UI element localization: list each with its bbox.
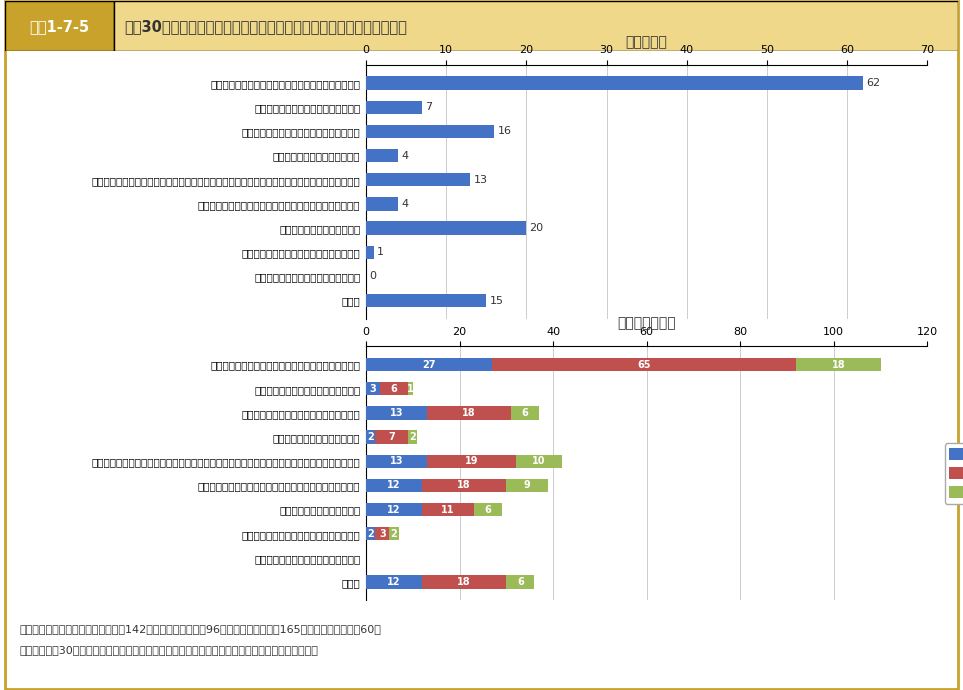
Text: 11: 11 <box>441 504 455 515</box>
Bar <box>408 431 417 444</box>
Text: 2: 2 <box>367 432 374 442</box>
Text: 7: 7 <box>426 102 432 112</box>
Bar <box>422 575 507 589</box>
Bar <box>507 479 548 492</box>
Text: 6: 6 <box>391 384 398 394</box>
Bar <box>366 503 422 516</box>
Text: 12: 12 <box>387 504 401 515</box>
Bar <box>366 382 380 395</box>
Text: 2: 2 <box>409 432 416 442</box>
FancyBboxPatch shape <box>115 1 958 51</box>
Bar <box>376 431 408 444</box>
Bar <box>422 479 507 492</box>
Legend: 岡山県, 広島県, 愛媛県: 岡山県, 広島県, 愛媛県 <box>945 443 963 504</box>
Bar <box>366 479 422 492</box>
Text: 6: 6 <box>522 408 529 418</box>
Text: 4: 4 <box>402 199 408 209</box>
Text: 12: 12 <box>387 480 401 491</box>
Text: 1: 1 <box>377 247 384 257</box>
Bar <box>366 406 427 420</box>
Bar <box>366 77 863 90</box>
Bar <box>492 358 796 371</box>
Text: 13: 13 <box>390 408 403 418</box>
Bar <box>366 125 494 138</box>
Text: 平成30年度に発生した自然災害で間接的に受けた被害（複数回答可）: 平成30年度に発生した自然災害で間接的に受けた被害（複数回答可） <box>124 19 406 34</box>
Text: 9: 9 <box>524 480 531 491</box>
Bar <box>408 382 413 395</box>
Bar <box>511 406 539 420</box>
Text: 12: 12 <box>387 577 401 587</box>
Bar <box>366 294 486 307</box>
Text: 16: 16 <box>498 126 511 137</box>
Text: 27: 27 <box>423 359 436 370</box>
Bar <box>366 431 376 444</box>
Bar <box>366 197 398 210</box>
Text: 1: 1 <box>407 384 414 394</box>
Bar <box>366 246 374 259</box>
Text: 10: 10 <box>533 456 546 466</box>
Text: 13: 13 <box>474 175 487 185</box>
Text: 3: 3 <box>370 384 377 394</box>
Bar <box>796 358 880 371</box>
Text: （西日本地域）: （西日本地域） <box>617 317 676 331</box>
Bar <box>507 575 534 589</box>
Bar <box>366 101 422 114</box>
Text: 18: 18 <box>457 577 471 587</box>
Text: 13: 13 <box>390 456 403 466</box>
Text: （北海道）: （北海道） <box>626 35 667 49</box>
Text: 15: 15 <box>489 295 504 306</box>
Bar <box>366 358 492 371</box>
Text: 6: 6 <box>484 504 491 515</box>
Text: 20: 20 <box>530 223 544 233</box>
Text: 19: 19 <box>464 456 478 466</box>
FancyBboxPatch shape <box>5 1 115 51</box>
Text: 2: 2 <box>391 529 398 539</box>
Bar <box>380 382 408 395</box>
Bar <box>515 455 562 468</box>
Bar <box>366 527 376 540</box>
Text: 7: 7 <box>388 432 395 442</box>
Text: 65: 65 <box>638 359 651 370</box>
Bar <box>427 455 515 468</box>
Bar <box>389 527 399 540</box>
Text: 18: 18 <box>457 480 471 491</box>
Bar <box>366 455 427 468</box>
Bar <box>422 503 474 516</box>
Text: 注）地域別回答数：北海道（合計：142）、岡山県（合計：96）、広島県（合計：165）、愛媛県（合計：60）: 注）地域別回答数：北海道（合計：142）、岡山県（合計：96）、広島県（合計：1… <box>19 624 381 634</box>
Bar <box>474 503 502 516</box>
Text: 0: 0 <box>369 271 377 282</box>
Bar <box>366 221 527 235</box>
Text: 18: 18 <box>832 359 846 370</box>
Bar <box>376 527 389 540</box>
Text: 18: 18 <box>462 408 476 418</box>
Bar <box>427 406 511 420</box>
Text: 3: 3 <box>378 529 386 539</box>
Text: 6: 6 <box>517 577 524 587</box>
Text: 4: 4 <box>402 150 408 161</box>
Bar <box>366 149 398 162</box>
Text: 図表1-7-5: 図表1-7-5 <box>30 19 90 34</box>
Bar <box>366 173 470 186</box>
Text: 出典：「平成30年度に発生した自然災害に対する企業等の取組に関する実態調査」より内閣府作成: 出典：「平成30年度に発生した自然災害に対する企業等の取組に関する実態調査」より… <box>19 645 318 655</box>
Bar <box>366 575 422 589</box>
Text: 62: 62 <box>867 78 880 88</box>
Text: 2: 2 <box>367 529 374 539</box>
